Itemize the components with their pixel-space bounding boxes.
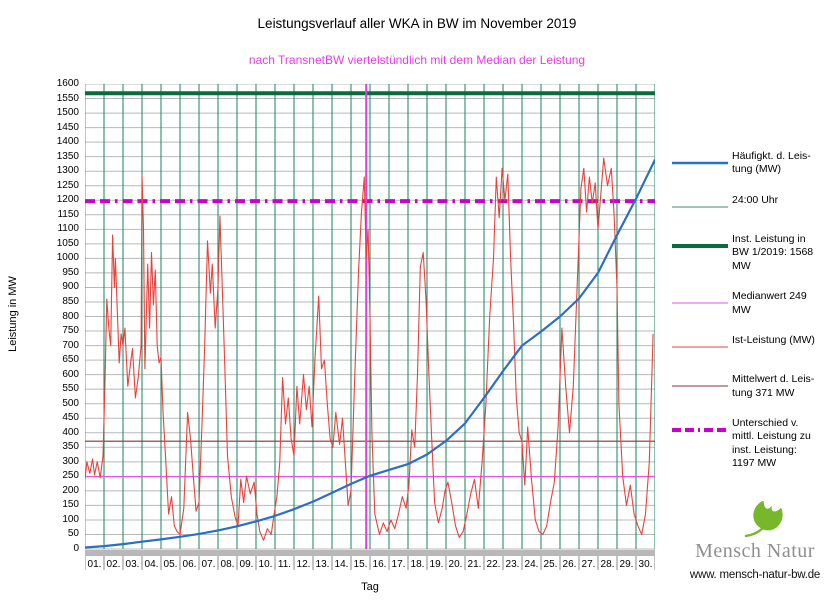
y-tick-label: 800 (62, 310, 79, 322)
y-tick-label: 1550 (56, 92, 79, 104)
zero-axis-band (85, 550, 655, 556)
y-tick-label: 100 (62, 513, 79, 525)
legend-item-ist-leistung: Ist-Leistung (MW) (672, 334, 834, 356)
legend-line-sample (672, 294, 728, 312)
y-tick-label: 1300 (56, 165, 79, 177)
plot-area (81, 83, 656, 573)
x-tick-label: 08. (220, 559, 235, 570)
x-tick-label: 20. (448, 559, 463, 570)
legend-item-medianwert: Medianwert 249 MW (672, 290, 834, 317)
y-tick-label: 750 (62, 325, 79, 337)
legend-line-sample (672, 198, 728, 216)
x-tick-label: 04. (144, 559, 159, 570)
x-tick-label: 06. (182, 559, 197, 570)
legend-label: Häufigkt. d. Leis- tung (MW) (732, 150, 811, 176)
x-tick-label: 13. (315, 559, 330, 570)
x-tick-label: 27. (581, 559, 596, 570)
legend-item-mittelwert: Mittelwert d. Leis- tung 371 MW (672, 373, 834, 400)
plot-svg (81, 83, 656, 570)
logo-url: www. mensch-natur-bw.de (689, 569, 821, 581)
chart-subtitle: nach TransnetBW viertelstündlich mit dem… (248, 53, 586, 67)
legend-label: Ist-Leistung (MW) (732, 334, 815, 347)
x-tick-label: 02. (106, 559, 121, 570)
y-tick-label: 1150 (57, 208, 79, 220)
chart-title: Leistungsverlauf aller WKA in BW im Nove… (257, 16, 577, 31)
y-tick-label: 1050 (56, 237, 79, 249)
legend-line-sample (672, 154, 728, 172)
legend-label: Mittelwert d. Leis- tung 371 MW (732, 373, 815, 399)
y-tick-label: 1000 (56, 252, 79, 264)
y-tick-label: 1350 (56, 150, 79, 162)
y-tick-label: 600 (62, 368, 79, 380)
y-tick-label: 850 (62, 295, 79, 307)
x-tick-label: 22. (486, 559, 501, 570)
y-tick-label: 400 (62, 426, 79, 438)
y-tick-label: 150 (62, 499, 79, 511)
x-tick-label: 09. (239, 559, 254, 570)
legend-label: Inst. Leistung in BW 1/2019: 1568 MW (732, 232, 814, 272)
y-tick-label: 1250 (56, 179, 79, 191)
legend-line-sample (672, 237, 728, 255)
x-tick-label: 12. (296, 559, 311, 570)
legend-item-haeufigkeit: Häufigkt. d. Leis- tung (MW) (672, 150, 834, 177)
y-axis-title: Leistung in MW (7, 276, 19, 352)
x-tick-label: 07. (201, 559, 216, 570)
y-tick-label: 300 (62, 455, 79, 467)
legend-item-unterschied: Unterschied v. mittl. Leistung zu inst. … (672, 417, 834, 471)
y-tick-label: 500 (62, 397, 79, 409)
x-tick-label: 10. (258, 559, 273, 570)
y-tick-label: 1200 (56, 194, 79, 206)
y-tick-label: 1500 (56, 107, 79, 119)
logo: Mensch Natur www. mensch-natur-bw.de (676, 498, 834, 594)
y-tick-label: 1100 (57, 223, 79, 235)
x-tick-label: 28. (600, 559, 615, 570)
x-tick-label: 18. (410, 559, 425, 570)
y-tick-label: 650 (62, 354, 79, 366)
x-tick-label: 23. (505, 559, 520, 570)
x-axis-title: Tag (361, 581, 379, 593)
legend-label: Medianwert 249 MW (732, 290, 807, 316)
y-tick-label: 550 (62, 383, 79, 395)
legend-label: Unterschied v. mittl. Leistung zu inst. … (732, 416, 811, 470)
x-tick-label: 26. (562, 559, 577, 570)
x-tick-label: 24. (524, 559, 539, 570)
y-tick-label: 1450 (56, 121, 79, 133)
x-tick-label: 16. (372, 559, 387, 570)
legend-line-sample (672, 421, 728, 439)
x-tick-label: 05. (163, 559, 178, 570)
legend-item-mitternacht: 24:00 Uhr (672, 194, 834, 216)
series-line-ist-leistung (84, 157, 654, 541)
legend: Häufigkt. d. Leis- tung (MW) 24:00 Uhr Ins… (672, 150, 834, 488)
y-tick-label: 950 (62, 266, 79, 278)
x-tick-label: 03. (125, 559, 140, 570)
legend-line-sample (672, 338, 728, 356)
x-tick-label: 11. (277, 559, 292, 570)
x-tick-label: 01. (87, 559, 102, 570)
y-tick-label: 350 (62, 441, 79, 453)
y-tick-label: 0 (73, 543, 79, 554)
y-tick-label: 700 (62, 339, 79, 351)
x-tick-label: 17. (391, 559, 406, 570)
legend-item-inst-leistung: Inst. Leistung in BW 1/2019: 1568 MW (672, 233, 834, 273)
x-tick-label: 15. (353, 559, 368, 570)
y-tick-label: 50 (67, 528, 79, 540)
x-tick-label: 19. (429, 559, 444, 570)
y-tick-label: 200 (62, 484, 79, 496)
y-tick-label: 450 (62, 412, 79, 424)
series-line-haeufigkeit (84, 159, 656, 549)
legend-line-sample (672, 377, 728, 395)
x-tick-label: 30. (638, 559, 653, 570)
y-tick-label: 1600 (56, 78, 79, 89)
x-tick-label: 25. (543, 559, 558, 570)
logo-name: Mensch Natur (695, 540, 815, 562)
x-tick-label: 14. (334, 559, 349, 570)
y-tick-label: 250 (62, 470, 79, 482)
x-tick-label: 29. (619, 559, 634, 570)
y-tick-label: 900 (62, 281, 79, 293)
y-tick-label: 1400 (56, 136, 79, 148)
legend-label: 24:00 Uhr (732, 193, 779, 206)
x-tick-label: 21. (467, 559, 482, 570)
ginkgo-leaf-icon (744, 500, 783, 538)
